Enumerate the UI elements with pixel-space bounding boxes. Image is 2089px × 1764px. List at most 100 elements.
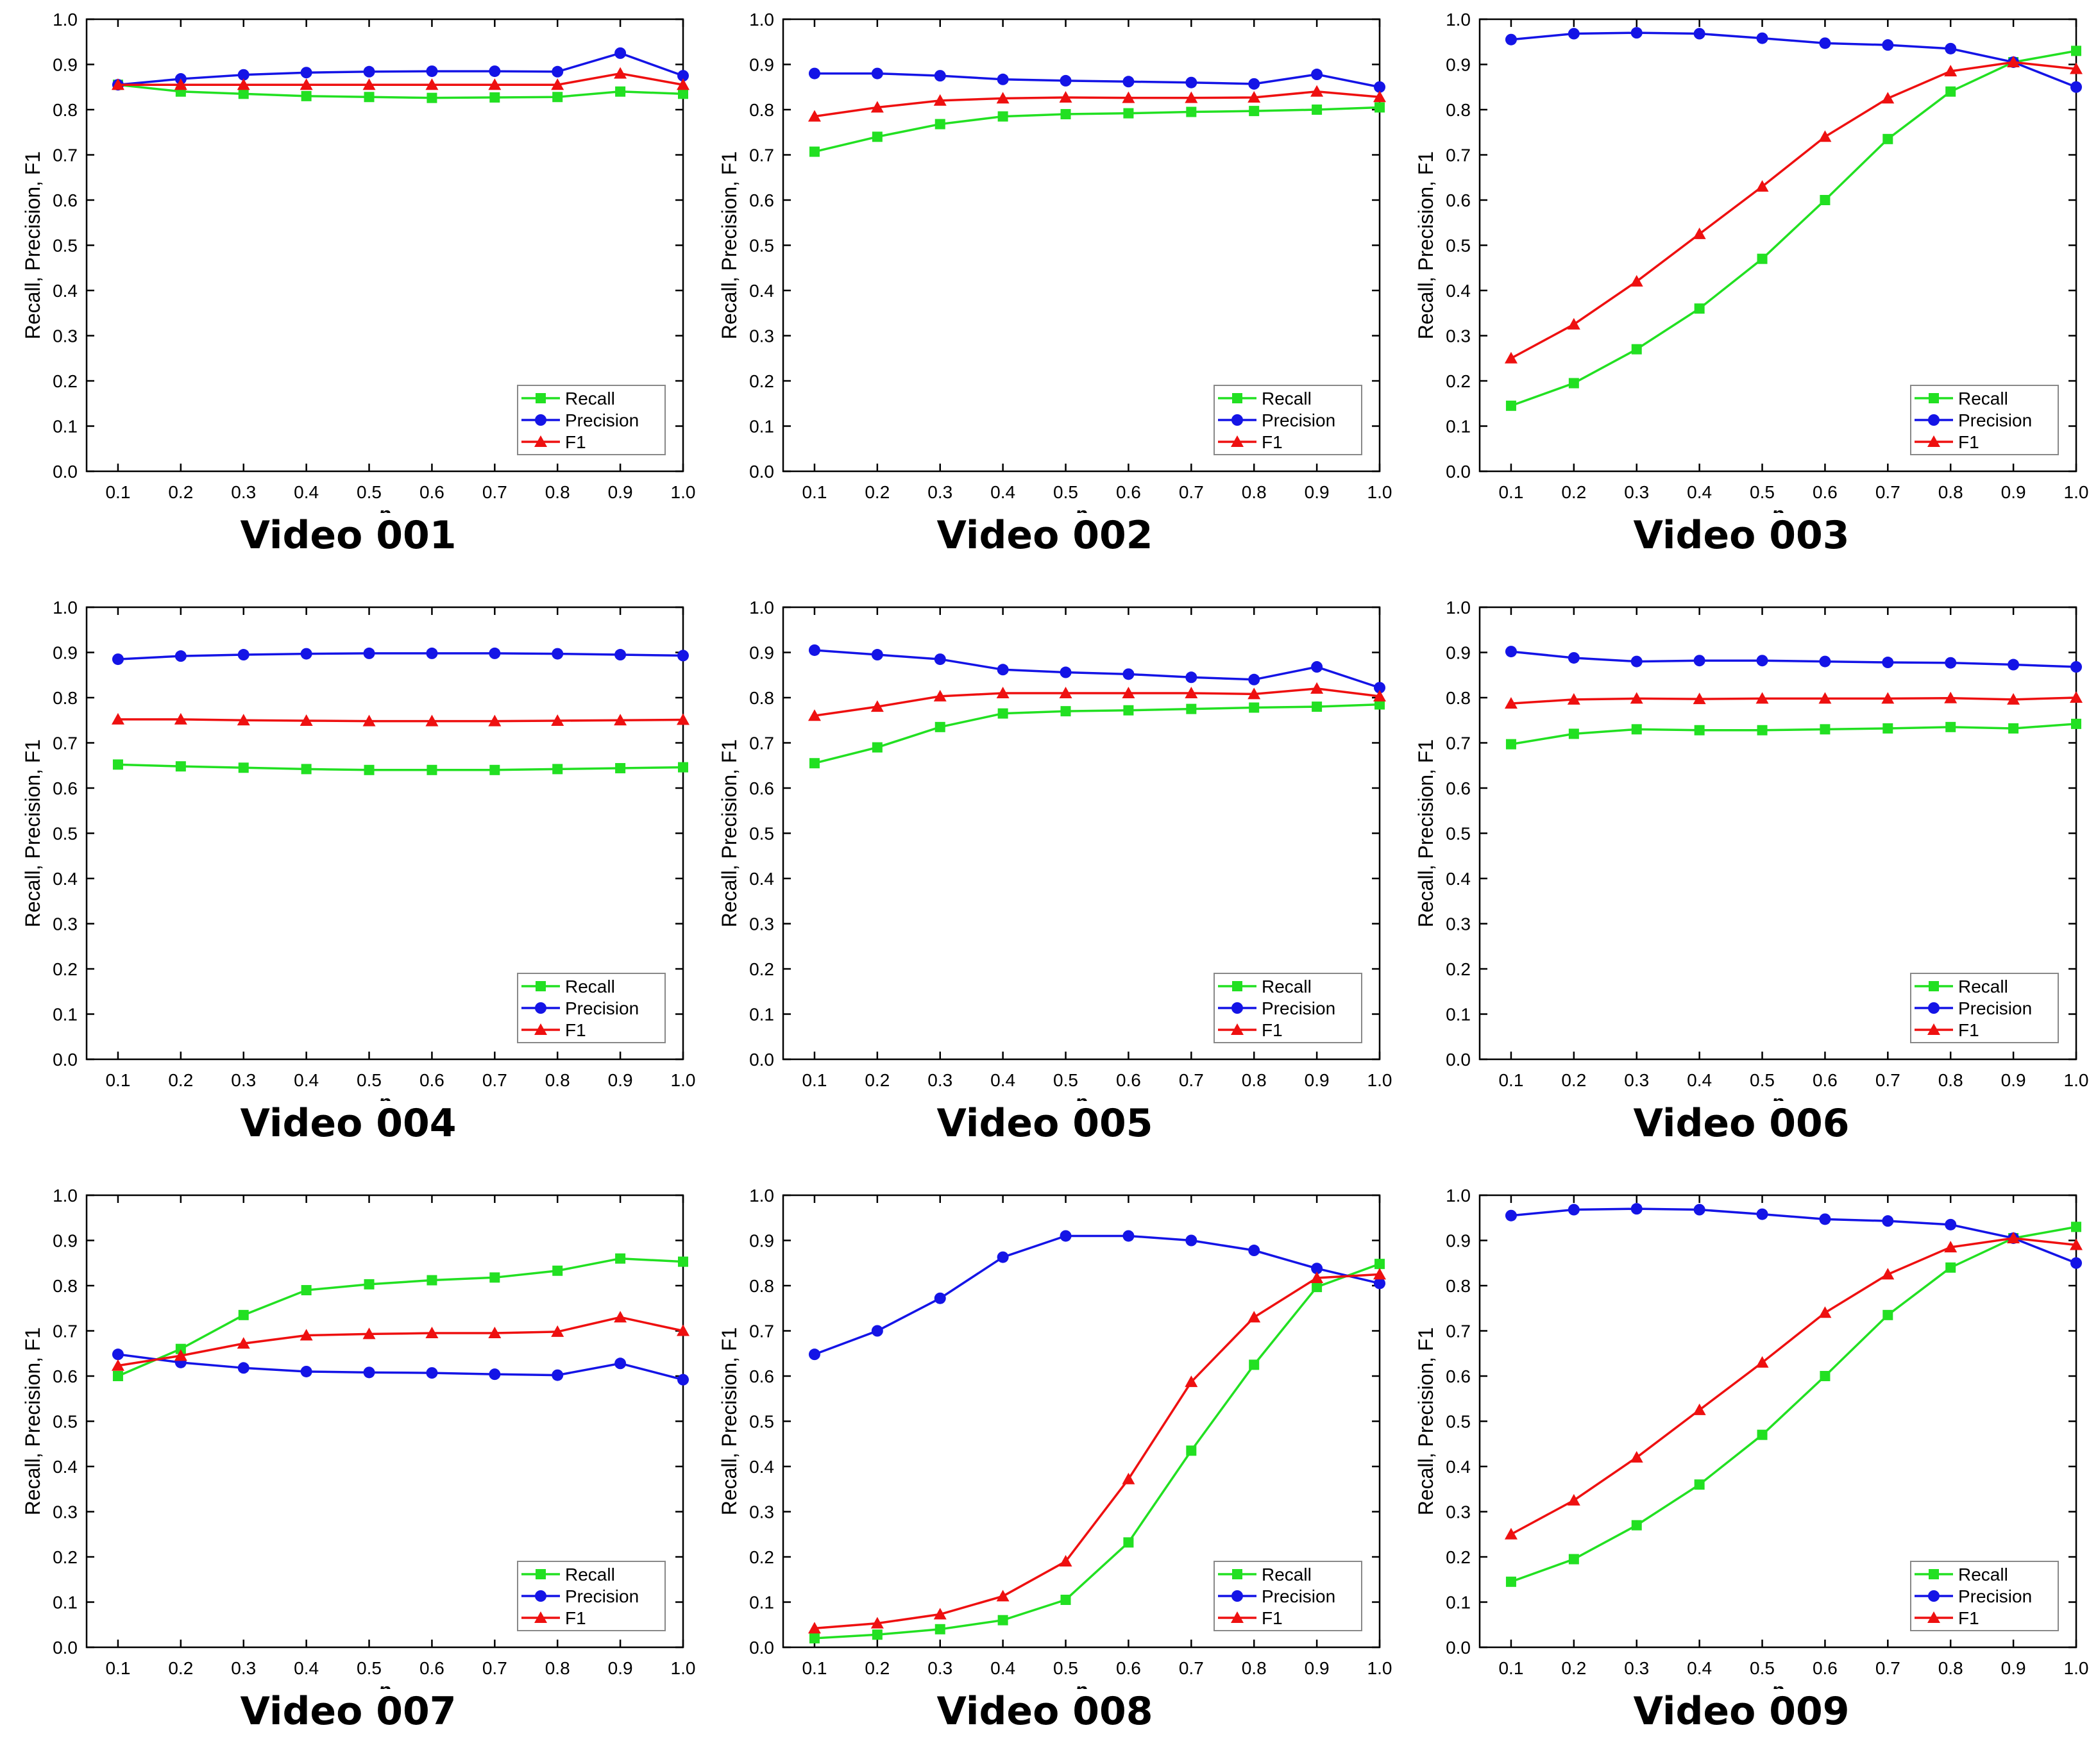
data-point-f1 — [1818, 1306, 1832, 1318]
data-point-recall — [678, 88, 688, 99]
data-point-f1 — [1247, 90, 1261, 103]
legend-marker-precision — [535, 414, 546, 426]
data-point-precision — [1505, 646, 1517, 658]
x-tick-label: 0.1 — [1498, 1070, 1523, 1090]
y-tick-label: 0.2 — [53, 371, 78, 391]
y-tick-label: 0.3 — [749, 914, 774, 934]
x-tick-label: 1.0 — [2064, 1070, 2089, 1090]
y-tick-label: 0.6 — [53, 778, 78, 798]
x-tick-label: 0.9 — [1305, 1070, 1330, 1090]
x-tick-label: 0.3 — [1624, 1070, 1649, 1090]
data-point-precision — [1693, 28, 1705, 40]
data-point-precision — [552, 65, 564, 78]
data-point-f1 — [237, 1337, 250, 1349]
x-tick-label: 0.8 — [1242, 1070, 1267, 1090]
legend-marker-f1 — [1231, 1023, 1244, 1035]
data-point-precision — [426, 1367, 438, 1379]
chart-video-008: 0.0 0.1 0.2 0.3 0.4 0.5 0.6 0.7 0.8 0.9 1.0 0.1 0.2 0… — [697, 1176, 1393, 1764]
data-point-f1 — [1185, 91, 1198, 103]
data-point-precision — [237, 649, 249, 661]
data-point-precision — [1248, 673, 1260, 685]
series-line-precision — [117, 1353, 684, 1381]
y-axis-label: Recall, Precision, F1 — [718, 151, 741, 339]
data-point-precision — [300, 1365, 312, 1377]
data-point-recall — [1060, 706, 1071, 717]
chart-title: Video 008 — [936, 1689, 1153, 1734]
data-point-recall — [935, 1624, 945, 1634]
data-point-f1 — [551, 714, 564, 726]
data-point-f1 — [677, 78, 689, 90]
y-tick-label: 0.8 — [1446, 100, 1471, 120]
data-point-precision — [552, 1369, 564, 1381]
legend-label: F1 — [1958, 1608, 1979, 1628]
x-tick-label: 1.0 — [671, 482, 696, 502]
data-point-recall — [427, 1275, 437, 1286]
legend-marker-f1 — [1927, 1611, 1940, 1623]
data-point-recall — [1631, 344, 1642, 355]
data-point-recall — [427, 764, 437, 775]
data-point-precision — [237, 1362, 249, 1374]
data-point-recall — [552, 764, 563, 775]
y-tick-label: 0.5 — [53, 236, 78, 256]
y-tick-label: 0.2 — [749, 1547, 774, 1567]
data-point-f1 — [237, 714, 250, 726]
data-point-f1 — [1059, 90, 1072, 103]
data-point-recall — [1249, 702, 1260, 713]
data-point-recall — [1186, 106, 1197, 117]
data-point-precision — [363, 647, 375, 659]
y-tick-label: 0.2 — [1446, 959, 1471, 979]
series-line-recall — [1510, 49, 2077, 407]
y-axis-label: Recall, Precision, F1 — [718, 1327, 741, 1515]
data-point-f1 — [996, 686, 1010, 698]
data-point-f1 — [677, 713, 689, 725]
x-tick-label: 1.0 — [1367, 482, 1392, 502]
data-point-f1 — [2070, 1238, 2083, 1250]
legend-marker-recall — [1232, 1569, 1242, 1579]
y-tick-label: 0.1 — [749, 417, 774, 437]
y-tick-label: 0.6 — [749, 1366, 774, 1386]
y-axis-label: Recall, Precision, F1 — [21, 151, 44, 339]
data-point-f1 — [174, 1349, 187, 1361]
y-tick-label: 0.6 — [749, 778, 774, 798]
series-line-recall — [814, 106, 1380, 153]
x-tick-label: 0.2 — [168, 482, 193, 502]
data-point-precision — [808, 67, 820, 80]
chart-video-002: 0.0 0.1 0.2 0.3 0.4 0.5 0.6 0.7 0.8 0.9 1.0 0.1 0.2 0… — [697, 0, 1393, 588]
x-axis-label: p — [378, 1679, 391, 1689]
data-point-recall — [1312, 701, 1323, 712]
x-tick-label: 0.1 — [802, 482, 827, 502]
legend-label: F1 — [1262, 1020, 1283, 1040]
data-point-f1 — [237, 78, 250, 90]
y-tick-label: 1.0 — [749, 1186, 774, 1205]
data-point-f1 — [614, 714, 627, 726]
data-point-recall — [678, 1256, 688, 1267]
series-line-f1 — [814, 90, 1380, 118]
x-tick-label: 0.5 — [1750, 1070, 1775, 1090]
y-tick-label: 0.1 — [1446, 417, 1471, 437]
data-point-recall — [1757, 725, 1768, 735]
y-tick-label: 0.8 — [1446, 1276, 1471, 1296]
legend-marker-f1 — [1231, 435, 1244, 447]
series-line-f1 — [1510, 61, 2077, 360]
y-tick-label: 0.1 — [53, 417, 78, 437]
chart-video-006: 0.0 0.1 0.2 0.3 0.4 0.5 0.6 0.7 0.8 0.9 1.0 0.1 0.2 0… — [1393, 588, 2089, 1176]
data-point-f1 — [551, 78, 564, 90]
data-point-precision — [489, 65, 501, 78]
data-point-recall — [1631, 1520, 1642, 1531]
x-tick-label: 1.0 — [1367, 1658, 1392, 1678]
x-axis-label: p — [378, 503, 391, 513]
data-point-recall — [2071, 46, 2081, 56]
data-point-precision — [2008, 659, 2020, 671]
legend-marker-f1 — [534, 1611, 547, 1623]
data-point-recall — [238, 88, 249, 99]
y-tick-label: 0.8 — [749, 100, 774, 120]
data-point-recall — [1374, 102, 1385, 113]
y-tick-label: 0.0 — [749, 1050, 774, 1070]
data-point-recall — [872, 131, 883, 142]
data-point-f1 — [2007, 693, 2020, 705]
legend-marker-precision — [1231, 414, 1243, 426]
y-tick-label: 0.7 — [53, 146, 78, 165]
y-tick-label: 1.0 — [53, 10, 78, 29]
x-tick-label: 0.6 — [419, 1070, 444, 1090]
data-point-f1 — [1059, 686, 1072, 698]
